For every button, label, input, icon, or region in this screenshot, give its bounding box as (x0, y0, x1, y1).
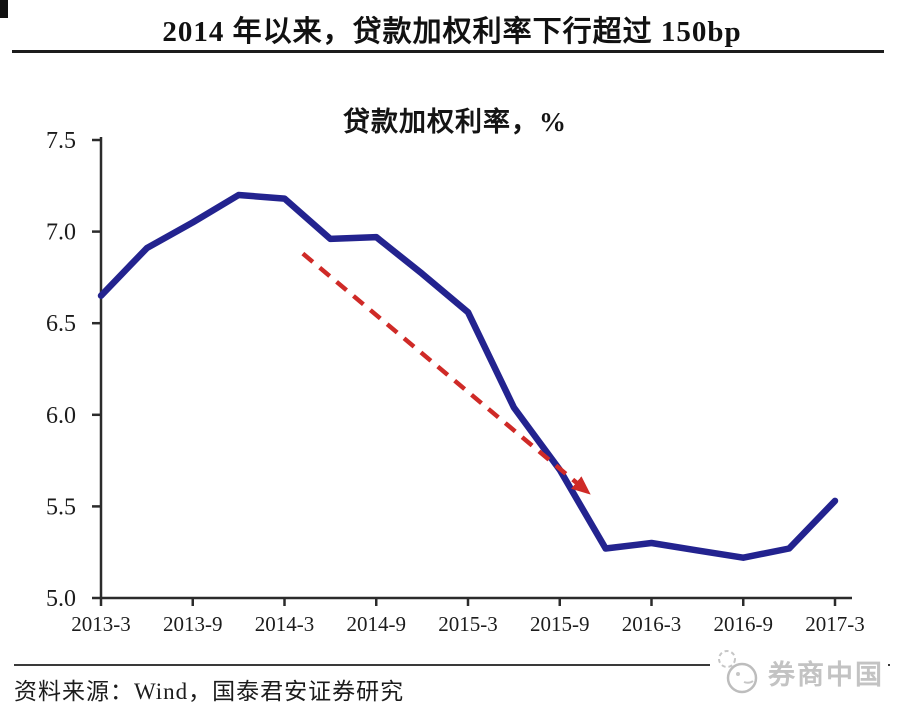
chat-bubble-face-icon (718, 650, 758, 694)
footer-divider (14, 664, 890, 666)
page-title: 2014 年以来，贷款加权利率下行超过 150bp (162, 16, 742, 48)
trend-arrow (301, 251, 591, 495)
y-tick-label: 6.5 (46, 311, 76, 337)
watermark-label: 券商中国 (768, 659, 884, 690)
title-divider (12, 50, 884, 53)
watermark: 券商中国 (710, 644, 888, 700)
x-tick-label: 2015-3 (438, 612, 498, 636)
x-tick-label: 2016-3 (622, 612, 682, 636)
x-tick-label: 2016-9 (714, 612, 774, 636)
x-tick-label: 2014-9 (347, 612, 407, 636)
x-tick-label: 2017-3 (805, 612, 865, 636)
x-tick-label: 2013-3 (71, 612, 131, 636)
y-tick-label: 7.5 (46, 128, 76, 154)
x-tick-label: 2014-3 (255, 612, 315, 636)
x-tick-label: 2013-9 (163, 612, 223, 636)
y-tick-label: 5.0 (46, 586, 76, 612)
y-tick-label: 7.0 (46, 220, 76, 246)
loan-rate-line (97, 191, 839, 561)
chart-title: 贷款加权利率，% (343, 107, 567, 137)
y-tick-label: 6.0 (46, 403, 76, 429)
y-tick-label: 5.5 (46, 494, 76, 520)
x-tick-label: 2015-9 (530, 612, 590, 636)
scan-artifact-mark (0, 0, 8, 18)
data-source-note: 资料来源：Wind，国泰君安证券研究 (14, 679, 405, 704)
